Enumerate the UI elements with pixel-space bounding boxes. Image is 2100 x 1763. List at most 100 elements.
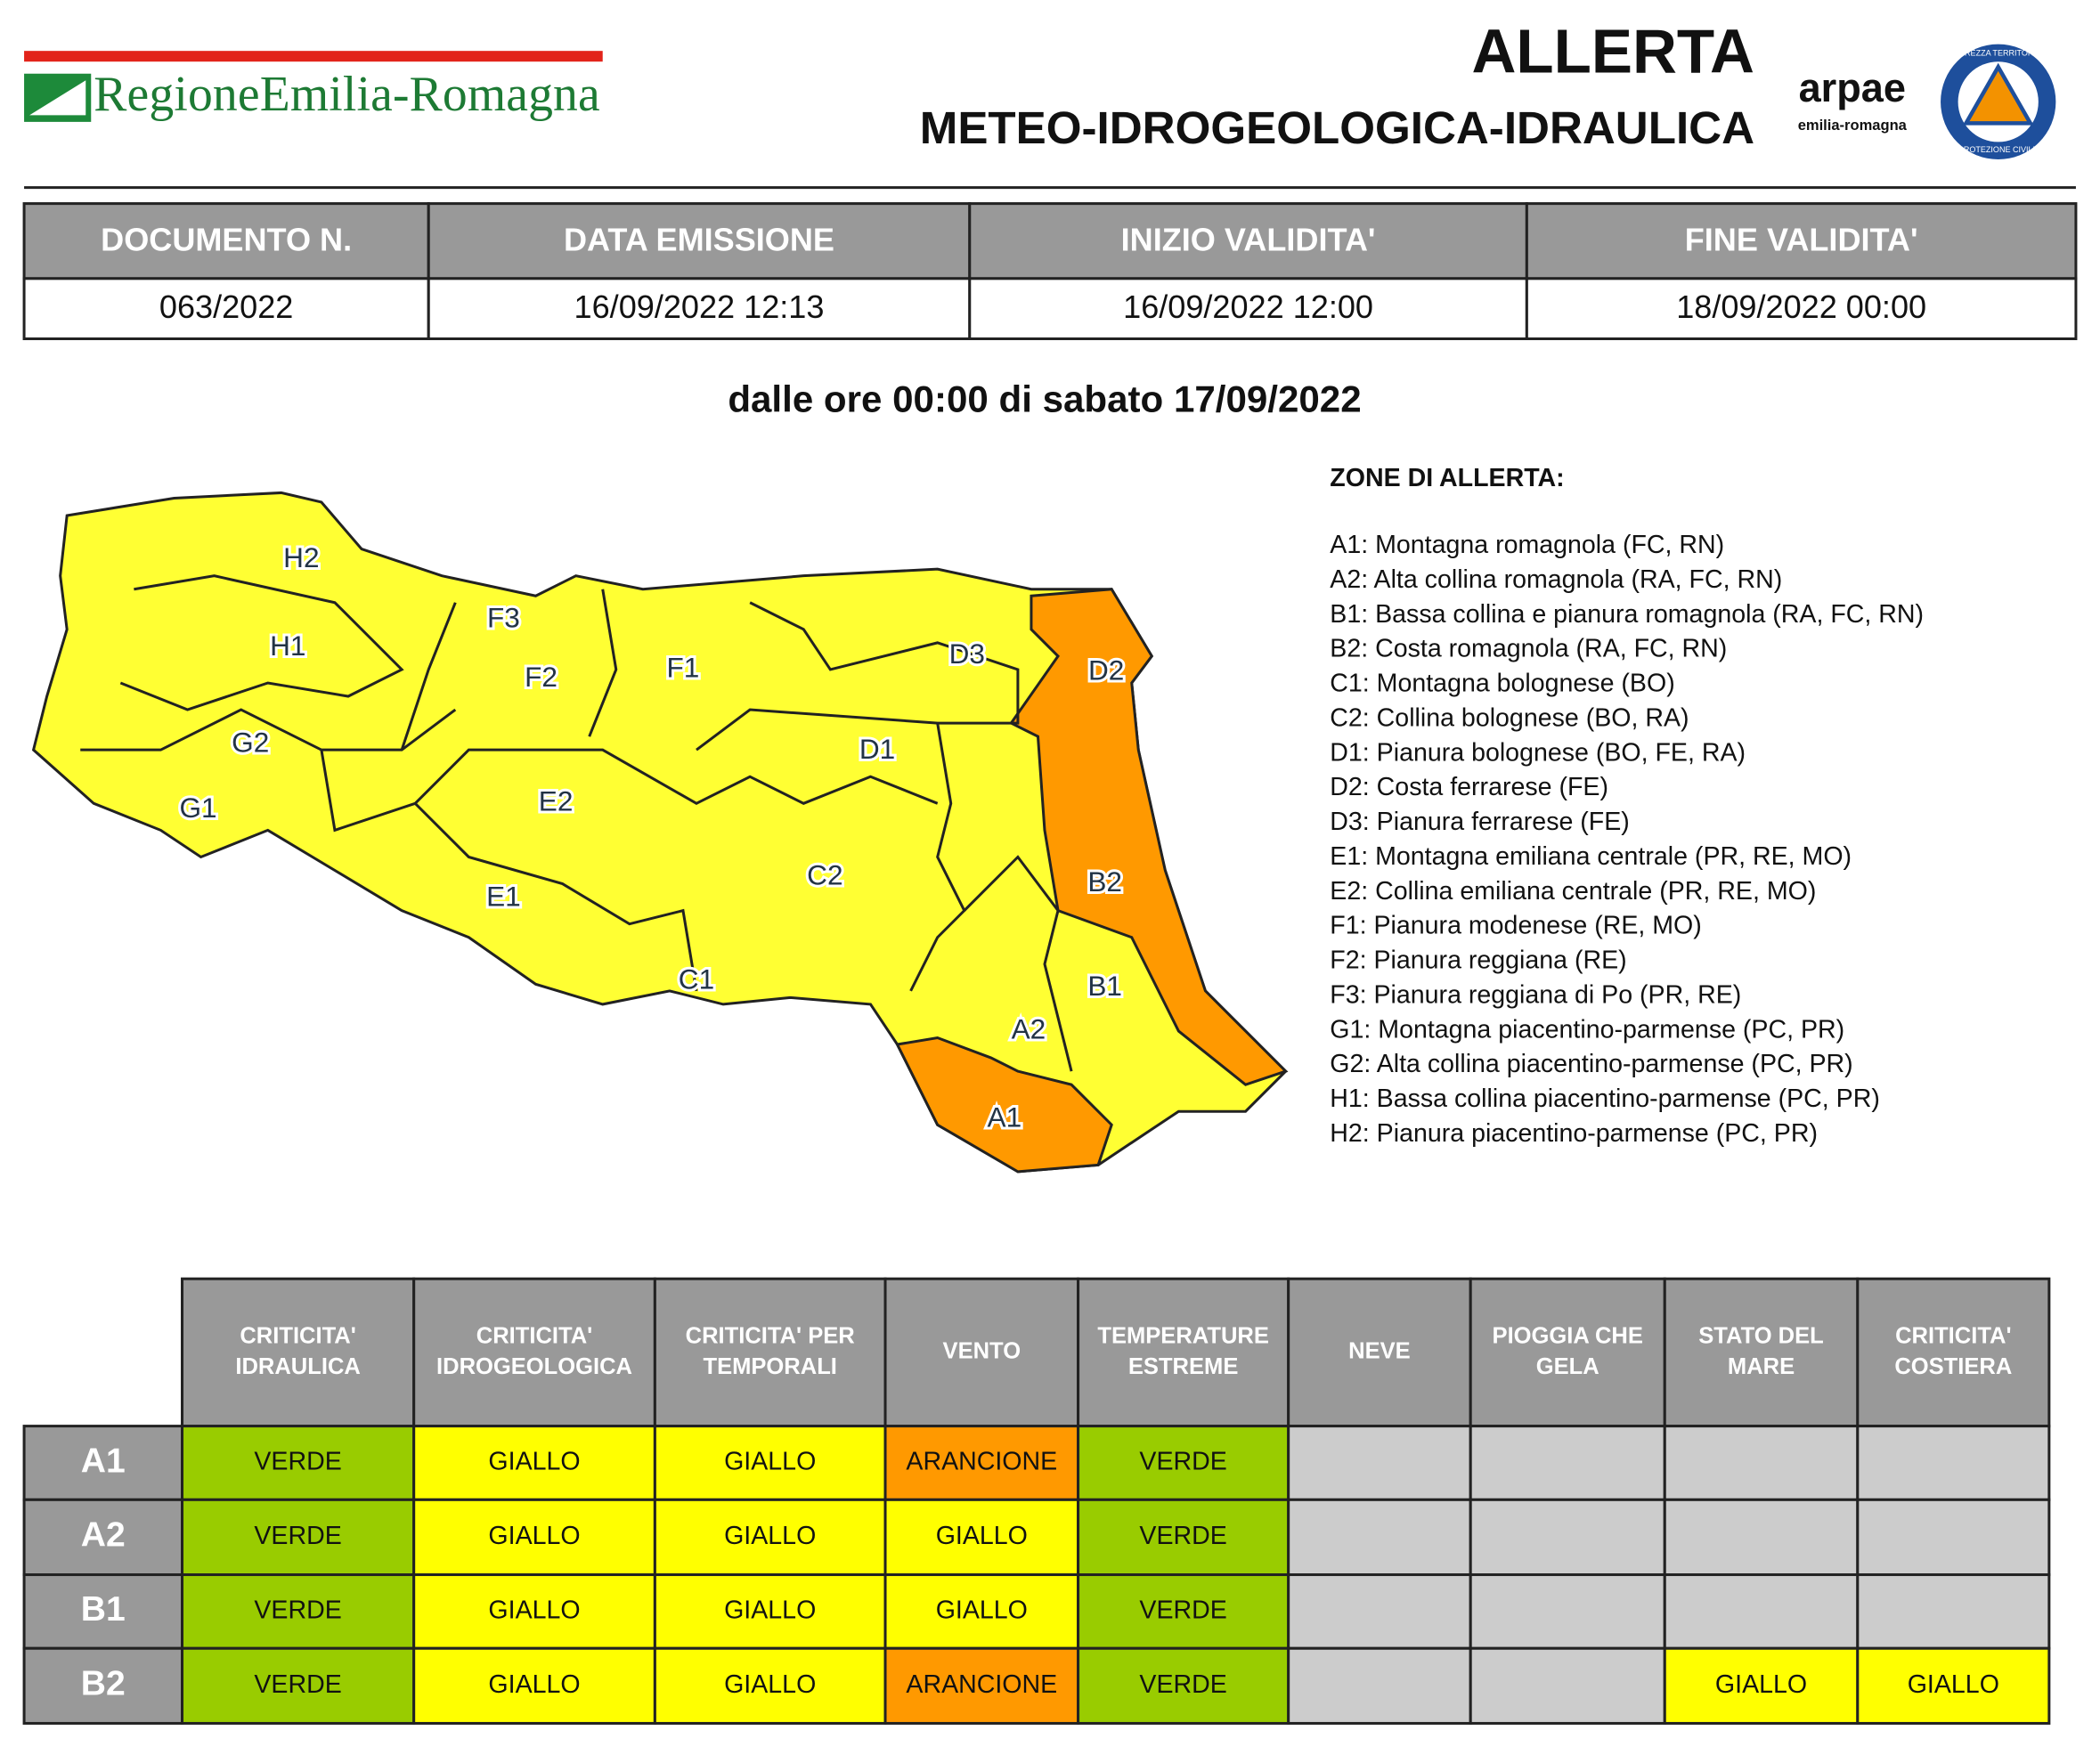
row-header <box>22 1498 184 1577</box>
zone-borders <box>80 574 1073 1072</box>
map-label: A2 <box>1012 1012 1046 1044</box>
alert-cell <box>1469 1498 1666 1577</box>
row-header-text: B2 <box>81 1665 126 1703</box>
alert-cell-text: VERDE <box>254 1448 341 1476</box>
alert-cell <box>181 1498 416 1577</box>
column-header <box>1077 1277 1290 1428</box>
zone-item: E2: Collina emiliana centrale (PR, RE, M… <box>1330 877 1816 906</box>
zones-title: ZONE DI ALLERTA: <box>1330 464 1564 492</box>
header-text: DOCUMENTO N. <box>101 222 352 258</box>
zone-border <box>119 574 404 711</box>
alert-cell <box>181 1425 416 1501</box>
zone-item: A1: Montagna romagnola (FC, RN) <box>1330 531 1724 559</box>
badge-triangle <box>1962 62 2034 126</box>
map-label: C2 <box>807 858 842 890</box>
alert-cell <box>883 1646 1080 1725</box>
zone-item: H1: Bassa collina piacentino-parmense (P… <box>1330 1085 1880 1113</box>
map-label: A1 <box>988 1101 1022 1133</box>
map-label: D2 <box>1088 654 1124 686</box>
alert-cell <box>1469 1425 1666 1501</box>
alert-cell <box>1856 1425 2051 1501</box>
alert-cell <box>1663 1425 1860 1501</box>
alert-cell <box>1856 1646 2051 1725</box>
alert-cell-text: GIALLO <box>488 1596 580 1624</box>
value-cell <box>968 277 1528 341</box>
zone-item: B2: Costa romagnola (RA, FC, RN) <box>1330 635 1727 663</box>
alert-cell <box>1856 1573 2051 1650</box>
header-text: INIZIO VALIDITA' <box>1121 222 1376 258</box>
column-header-text: ESTREME <box>1128 1354 1239 1379</box>
arpae-sub: emilia-romagna <box>1798 117 1908 134</box>
alert-cell <box>653 1646 887 1725</box>
alert-cell-text: GIALLO <box>1908 1670 1999 1699</box>
zone-border <box>696 601 1020 752</box>
column-header <box>412 1277 656 1428</box>
zone-border <box>80 708 457 752</box>
map-label: B1 <box>1087 970 1122 1002</box>
alert-cell <box>1663 1573 1860 1650</box>
value-text: 16/09/2022 12:13 <box>574 288 825 325</box>
row-header-text: A1 <box>81 1442 126 1480</box>
zone-item: C2: Collina bolognese (BO, RA) <box>1330 704 1689 733</box>
alert-cell-text: GIALLO <box>488 1670 580 1699</box>
zone-item: H2: Pianura piacentino-parmense (PC, PR) <box>1330 1119 1818 1148</box>
alert-cell <box>412 1425 656 1501</box>
zone-item: D3: Pianura ferrarese (FE) <box>1330 808 1630 836</box>
map-label: F1 <box>667 651 700 683</box>
alert-cell-text: ARANCIONE <box>906 1448 1057 1476</box>
column-header-text: TEMPERATURE <box>1097 1323 1269 1348</box>
zone-border <box>414 802 698 992</box>
column-header <box>1469 1277 1666 1428</box>
map-label: H2 <box>283 541 319 573</box>
alert-cell <box>412 1498 656 1577</box>
alert-cell <box>1287 1646 1472 1725</box>
alert-cell-text: GIALLO <box>936 1596 1028 1624</box>
zone-item: G2: Alta collina piacentino-parmense (PC… <box>1330 1050 1852 1078</box>
alert-cell-text: GIALLO <box>724 1670 816 1699</box>
alert-cell-text: VERDE <box>254 1522 341 1550</box>
column-header-text: IDROGEOLOGICA <box>436 1354 632 1379</box>
badge-top: SICUREZZA TERRITORIALE <box>1946 49 2051 58</box>
alert-cell-text: VERDE <box>254 1670 341 1699</box>
badge-bottom: PROTEZIONE CIVILE <box>1958 145 2039 154</box>
alert-cell <box>883 1425 1080 1501</box>
row-header-text: B1 <box>81 1590 126 1629</box>
alert-table: CRITICITA' IDRAULICA CRITICITA' IDROGEOLOGI… <box>22 1277 2051 1725</box>
alert-cell-text: VERDE <box>1139 1448 1226 1476</box>
zone-item: C1: Montagna bolognese (BO) <box>1330 670 1674 698</box>
alert-cell-text: GIALLO <box>488 1522 580 1550</box>
alert-cell-text: GIALLO <box>488 1448 580 1476</box>
column-header <box>653 1277 887 1428</box>
alert-cell <box>1469 1646 1666 1725</box>
alert-cell-text: VERDE <box>1139 1670 1226 1699</box>
zone-item: G1: Montagna piacentino-parmense (PC, PR… <box>1330 1015 1844 1044</box>
zone-border <box>588 589 618 737</box>
period: dalle ore 00:00 di sabato 17/09/2022 <box>728 378 1361 419</box>
alert-cell-text: ARANCIONE <box>906 1670 1057 1699</box>
row-header <box>22 1573 184 1650</box>
map-label: H1 <box>270 630 305 662</box>
column-header-text: CRITICITA' <box>1895 1323 2011 1348</box>
alert-cell <box>1077 1646 1290 1725</box>
alert-cell-text: GIALLO <box>724 1522 816 1550</box>
column-header-text: CRITICITA' PER <box>686 1323 855 1348</box>
zone-item: D1: Pianura bolognese (BO, FE, RA) <box>1330 738 1746 767</box>
alert-cell <box>1287 1425 1472 1501</box>
column-header <box>1856 1277 2051 1428</box>
region-orange-a1 <box>895 1036 1113 1174</box>
header-text: DATA EMISSIONE <box>564 222 834 258</box>
header-text: FINE VALIDITA' <box>1685 222 1918 258</box>
map-label: G1 <box>180 792 217 824</box>
info-table: DOCUMENTO N. 063/2022 DATA EMISSIONE 16/09/… <box>22 202 2078 341</box>
map-label: B2 <box>1087 865 1122 898</box>
column-header <box>181 1277 416 1428</box>
zone-border <box>400 602 457 751</box>
zone-item: B1: Bassa collina e pianura romagnola (R… <box>1330 600 1924 629</box>
zone-border <box>909 722 966 992</box>
value-text: 063/2022 <box>159 288 293 325</box>
subtitle: METEO-IDROGEOLOGICA-IDRAULICA <box>920 102 1754 153</box>
alert-cell <box>1077 1498 1290 1577</box>
alert-cell <box>1663 1498 1860 1577</box>
